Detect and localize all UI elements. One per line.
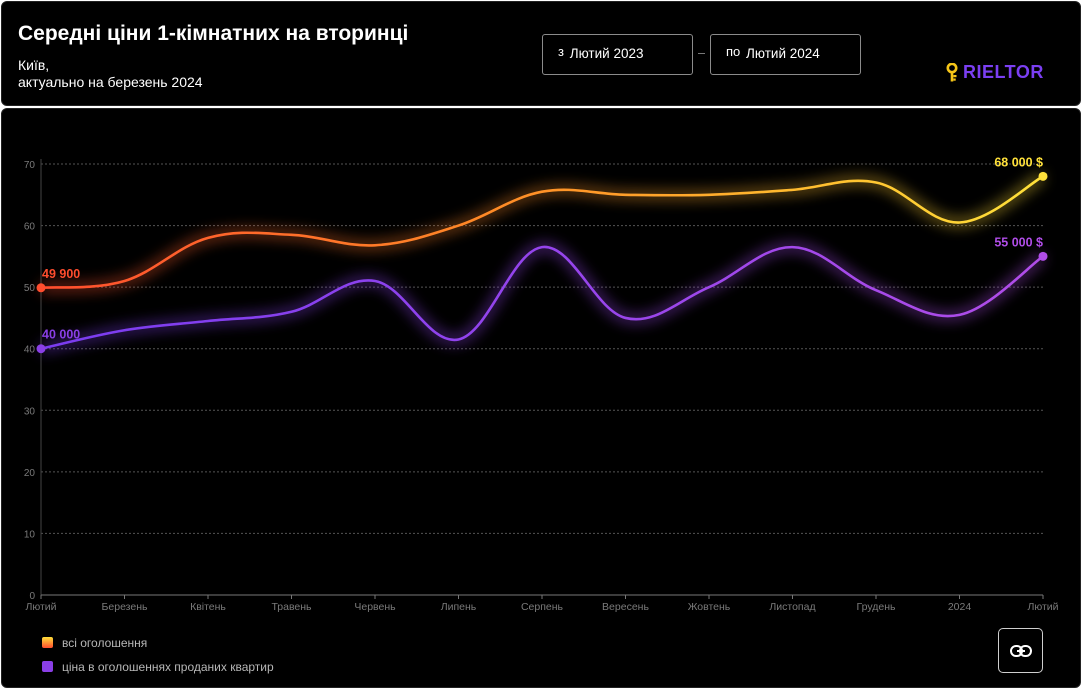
series-all-listings-start-label: 49 900: [42, 267, 80, 281]
actual-date-label: актуально на березень 2024: [18, 74, 203, 90]
series-sold-listings-line[interactable]: [39, 245, 1045, 351]
series-sold-listings-end-label: 55 000 $: [994, 235, 1043, 249]
date-to-select[interactable]: по Лютий 2024: [710, 34, 861, 75]
y-tick-label: 40: [24, 345, 36, 356]
date-range-dash: [698, 53, 705, 54]
legend-label-all: всі оголошення: [62, 636, 148, 650]
copy-link-button[interactable]: [998, 628, 1043, 673]
y-tick-label: 60: [24, 222, 36, 233]
x-tick-label: 2024: [948, 601, 972, 613]
y-tick-label: 30: [24, 406, 36, 417]
date-from-select[interactable]: з Лютий 2023: [542, 34, 693, 75]
series-sold-listings-end-point[interactable]: [1038, 251, 1048, 261]
logo-text: RIELTOR: [963, 62, 1044, 82]
series-all-listings-glow: [40, 172, 1046, 292]
header: Середні ціни 1-кімнатних на вторинці Киї…: [1, 1, 1081, 106]
series-all-listings-end-point[interactable]: [1038, 171, 1048, 181]
x-tick-label: Травень: [271, 601, 312, 613]
series-sold-listings-start-point[interactable]: [36, 344, 46, 354]
chart-panel: 0 10 20 30 40 50 60 70 Лютий Березень Квітень Траве…: [1, 108, 1081, 688]
x-tick-label: Серпень: [521, 601, 564, 613]
page-subtitle: Київ, актуально на березень 2024: [18, 57, 203, 91]
date-to-prefix: по: [726, 44, 741, 59]
series-all-listings-end-label: 68 000 $: [994, 155, 1043, 169]
series-all-listings-start-point[interactable]: [36, 283, 46, 293]
x-tick-label: Грудень: [857, 601, 896, 613]
city-label: Київ,: [18, 57, 50, 73]
legend-label-sold: ціна в оголошеннях проданих квартир: [62, 660, 274, 674]
series-all-listings-line[interactable]: [39, 175, 1045, 290]
y-tick-label: 20: [24, 468, 36, 479]
series-sold-listings-start-label: 40 000: [42, 328, 80, 342]
x-tick-label: Квітень: [190, 601, 226, 613]
x-tick-label: Вересень: [602, 601, 649, 613]
y-tick-label: 70: [24, 160, 36, 171]
rieltor-logo[interactable]: RIELTOR: [946, 62, 1068, 84]
x-tick-label: Лютий: [1027, 601, 1058, 613]
y-tick-label: 0: [29, 591, 35, 602]
x-tick-label: Червень: [354, 601, 396, 613]
date-from-value: Лютий 2023: [569, 46, 644, 61]
legend-swatch-all: [42, 637, 53, 648]
y-tick-label: 10: [24, 529, 36, 540]
y-tick-label: 50: [24, 283, 36, 294]
date-from-prefix: з: [558, 44, 564, 59]
x-tick-label: Листопад: [769, 601, 815, 613]
line-chart: 0 10 20 30 40 50 60 70 Лютий Березень Квітень Траве…: [24, 155, 1059, 613]
x-tick-label: Липень: [441, 601, 477, 613]
date-to-value: Лютий 2024: [746, 46, 820, 61]
legend-swatch-sold: [42, 661, 53, 672]
page-title: Середні ціни 1-кімнатних на вторинці: [18, 22, 409, 45]
x-tick-label: Березень: [102, 601, 149, 613]
x-tick-label: Жовтень: [688, 601, 731, 613]
link-icon: [1009, 644, 1032, 657]
key-icon: [946, 63, 958, 82]
x-tick-label: Лютий: [25, 601, 56, 613]
